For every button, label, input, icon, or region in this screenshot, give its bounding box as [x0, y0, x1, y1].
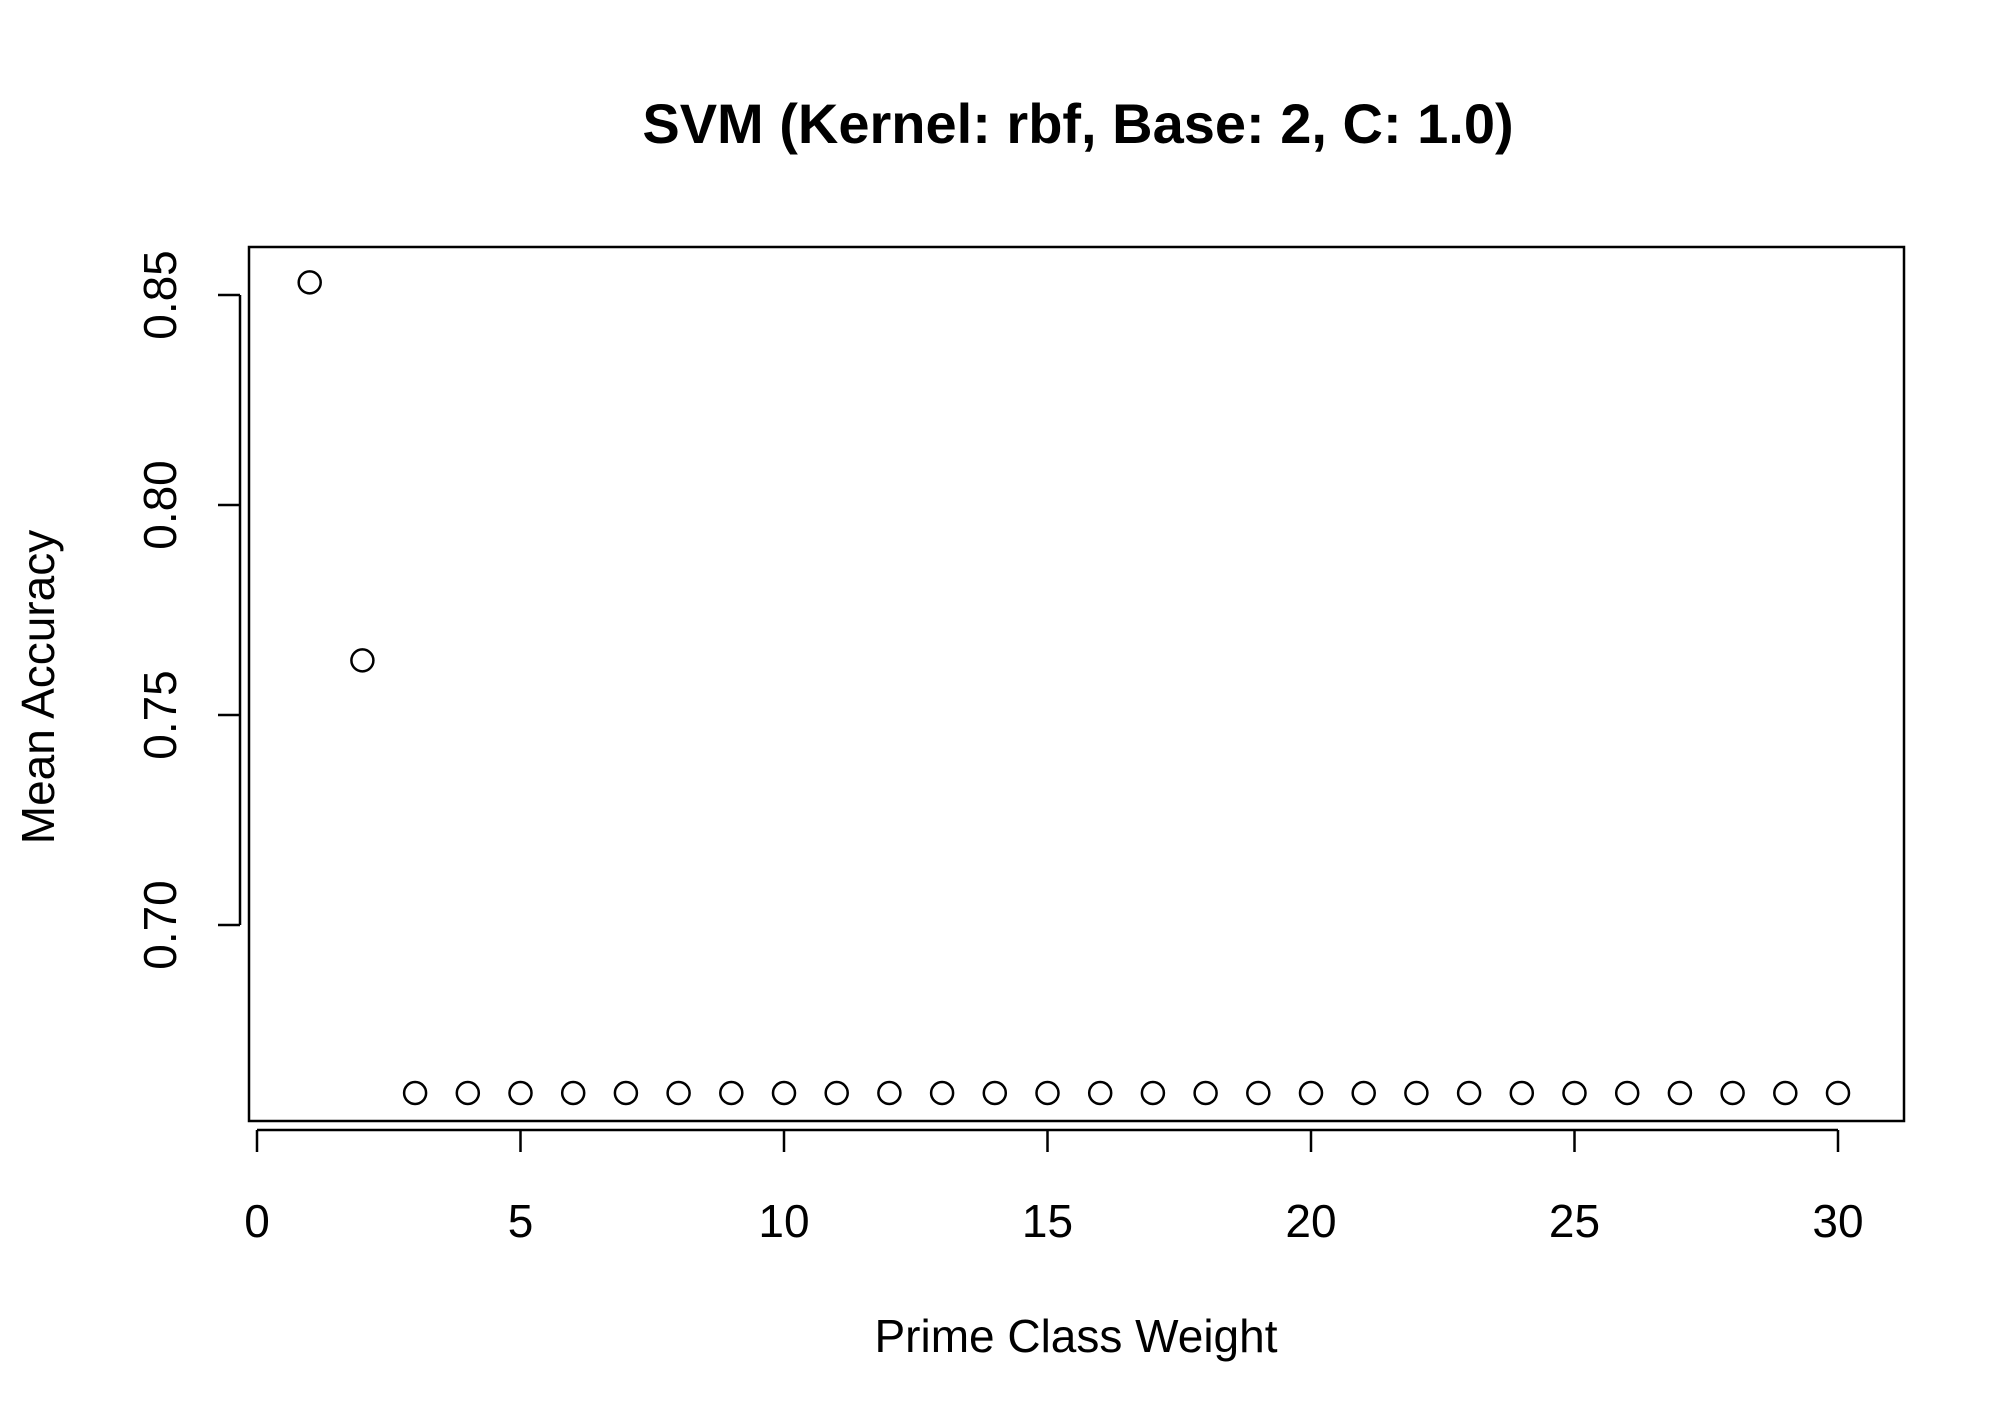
data-point: [1509, 1080, 1535, 1106]
data-point: [297, 270, 322, 295]
data-point: [982, 1080, 1008, 1106]
y-tick-label: 0.85: [134, 250, 186, 340]
data-point: [1246, 1080, 1271, 1106]
data-point: [1193, 1080, 1218, 1106]
data-point: [1035, 1080, 1060, 1106]
data-point: [1298, 1080, 1324, 1106]
data-points: [297, 270, 1851, 1106]
x-tick-label: 30: [1812, 1195, 1863, 1247]
data-point: [666, 1080, 691, 1106]
x-tick-label: 25: [1549, 1195, 1600, 1247]
y-axis-label: Mean Accuracy: [12, 530, 64, 844]
x-tick-label: 10: [758, 1195, 809, 1247]
data-point: [508, 1080, 533, 1106]
data-point: [1562, 1080, 1587, 1106]
data-point: [1667, 1080, 1693, 1106]
data-point: [1140, 1080, 1166, 1106]
data-point: [1720, 1080, 1745, 1106]
y-axis: 0.70 0.75 0.80 0.85: [134, 250, 242, 970]
data-point: [350, 648, 375, 673]
x-tick-label: 5: [508, 1195, 534, 1247]
data-point: [877, 1080, 902, 1106]
y-tick-label: 0.70: [134, 880, 186, 970]
data-point: [771, 1080, 797, 1106]
data-point: [1456, 1080, 1482, 1106]
data-point: [719, 1080, 744, 1106]
x-tick-label: 15: [1022, 1195, 1073, 1247]
y-tick-label: 0.75: [134, 670, 186, 760]
x-axis-label: Prime Class Weight: [874, 1310, 1277, 1362]
data-point: [824, 1080, 849, 1106]
x-axis: 0 5 10 15 20 25 30: [244, 1128, 1864, 1247]
y-tick-label: 0.80: [134, 460, 186, 550]
data-point: [560, 1080, 586, 1106]
data-point: [402, 1080, 428, 1106]
data-point: [1614, 1080, 1640, 1106]
x-tick-label: 20: [1285, 1195, 1336, 1247]
data-point: [455, 1080, 481, 1106]
data-point: [1351, 1080, 1376, 1106]
x-tick-label: 0: [244, 1195, 270, 1247]
data-point: [929, 1080, 955, 1106]
data-point: [1087, 1080, 1113, 1106]
data-point: [613, 1080, 639, 1106]
data-point: [1404, 1080, 1429, 1106]
data-point: [1773, 1080, 1798, 1106]
chart-title: SVM (Kernel: rbf, Base: 2, C: 1.0): [642, 92, 1513, 155]
plot-frame: [247, 245, 1906, 1123]
data-point: [1825, 1080, 1851, 1106]
